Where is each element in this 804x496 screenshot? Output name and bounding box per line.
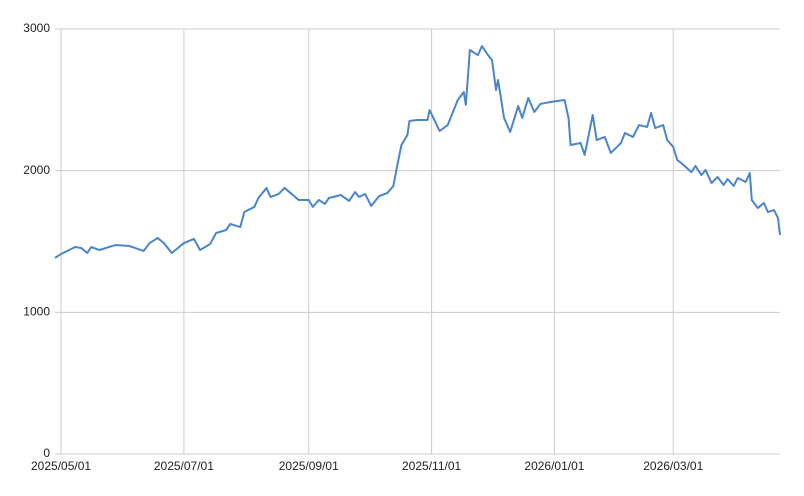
y-tick-label: 1000 bbox=[23, 305, 50, 319]
x-tick-label: 2026/03/01 bbox=[643, 459, 703, 473]
y-tick-label: 2000 bbox=[23, 163, 50, 177]
y-tick-label: 3000 bbox=[23, 21, 50, 35]
data-line bbox=[54, 45, 781, 259]
x-tick-label: 2026/01/01 bbox=[524, 459, 584, 473]
x-tick-label: 2025/05/01 bbox=[31, 459, 91, 473]
x-tick-label: 2025/09/01 bbox=[279, 459, 339, 473]
x-tick-label: 2025/07/01 bbox=[154, 459, 214, 473]
y-tick-label: 0 bbox=[43, 446, 50, 460]
x-tick-label: 2025/11/01 bbox=[402, 459, 461, 473]
